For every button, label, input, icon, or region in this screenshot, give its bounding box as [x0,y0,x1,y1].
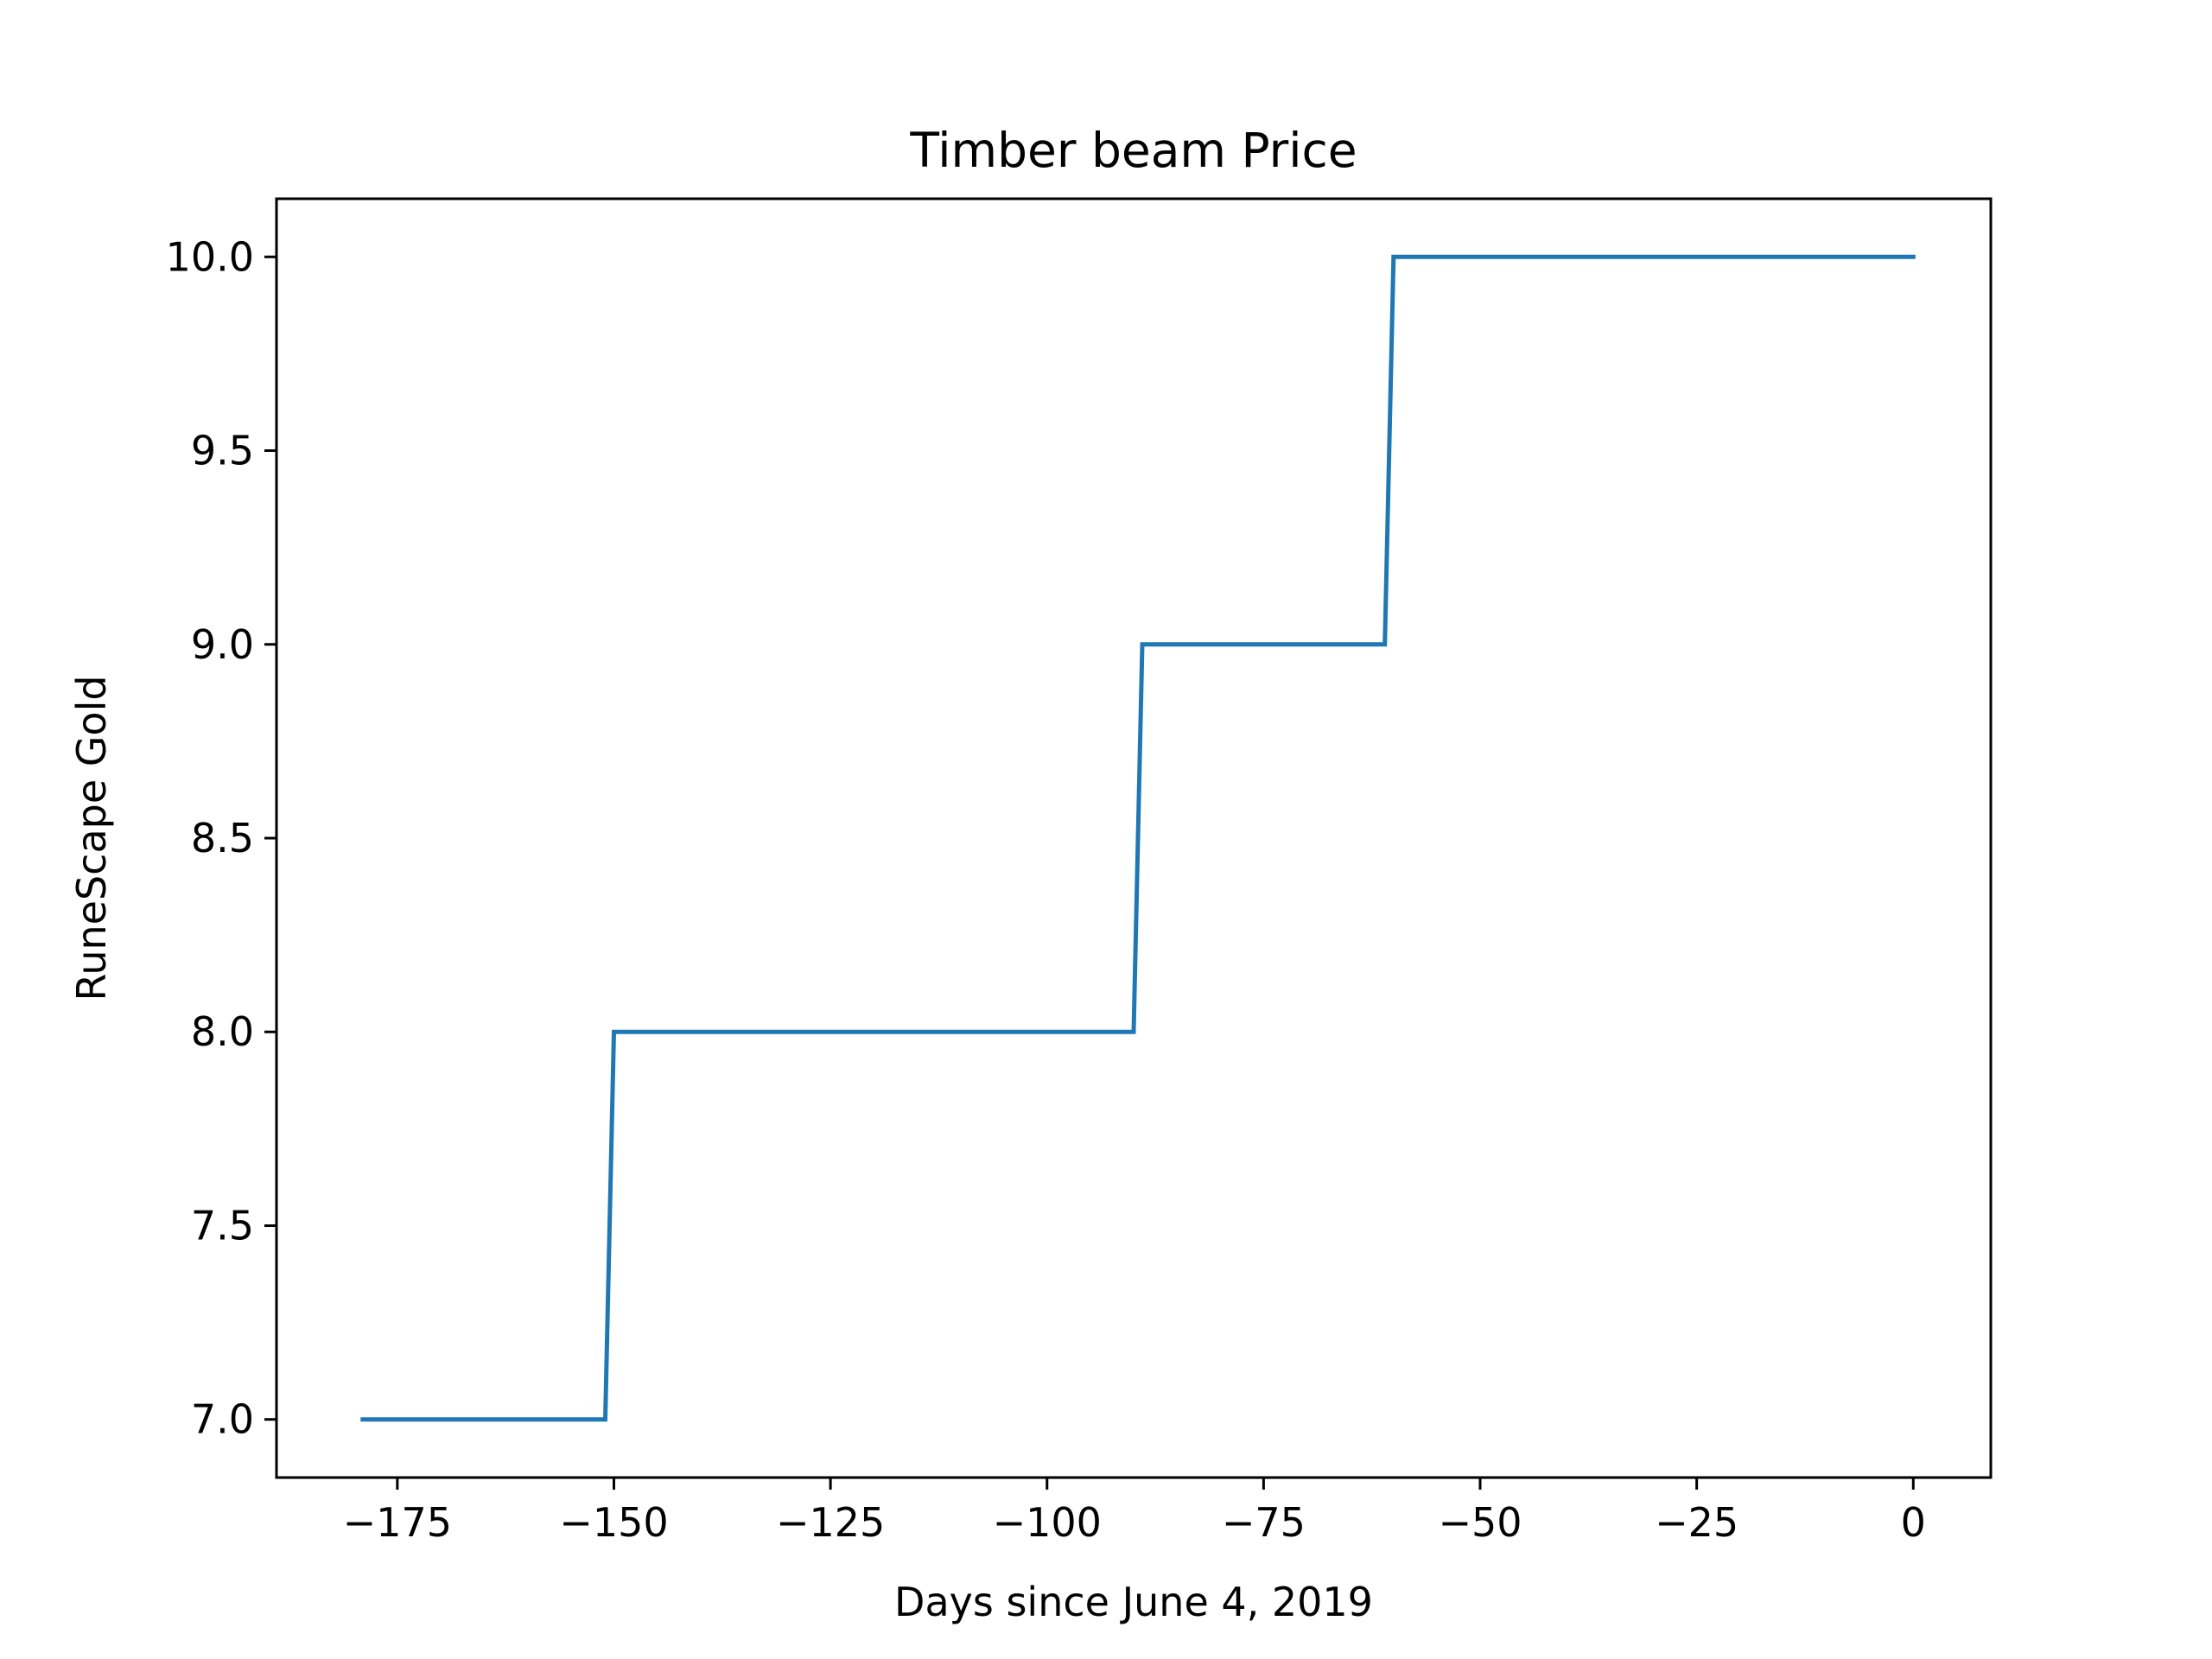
x-tick-label: −100 [993,1499,1102,1546]
plot-area [360,254,1916,1422]
y-tick-label: 10.0 [166,233,254,280]
y-tick-label: 7.5 [191,1202,254,1249]
x-tick-label: −150 [559,1499,668,1546]
chart-title: Timber beam Price [909,123,1357,178]
x-tick-label: −50 [1438,1499,1522,1546]
y-tick-label: 8.5 [191,815,254,861]
x-tick-label: 0 [1901,1499,1926,1546]
axes-frame [275,197,1993,1479]
series-line [360,254,1916,1422]
y-tick-label: 9.5 [191,428,254,474]
x-tick-label: −75 [1222,1499,1306,1546]
y-tick-label: 8.0 [191,1008,254,1055]
x-tick-label: −125 [776,1499,885,1546]
x-tick-label: −25 [1655,1499,1738,1546]
y-axis-label: RuneScape Gold [68,675,115,1001]
y-axis-ticks: 7.0 7.5 8.0 8.5 9.0 9.5 10.0 [166,233,276,1443]
y-tick-label: 7.0 [191,1396,254,1443]
x-tick-label: −175 [343,1499,452,1546]
y-tick-label: 9.0 [191,621,254,668]
x-axis-label: Days since June 4, 2019 [894,1579,1373,1625]
x-axis-ticks: −175 −150 −125 −100 −75 −50 −25 0 [343,1478,1926,1546]
